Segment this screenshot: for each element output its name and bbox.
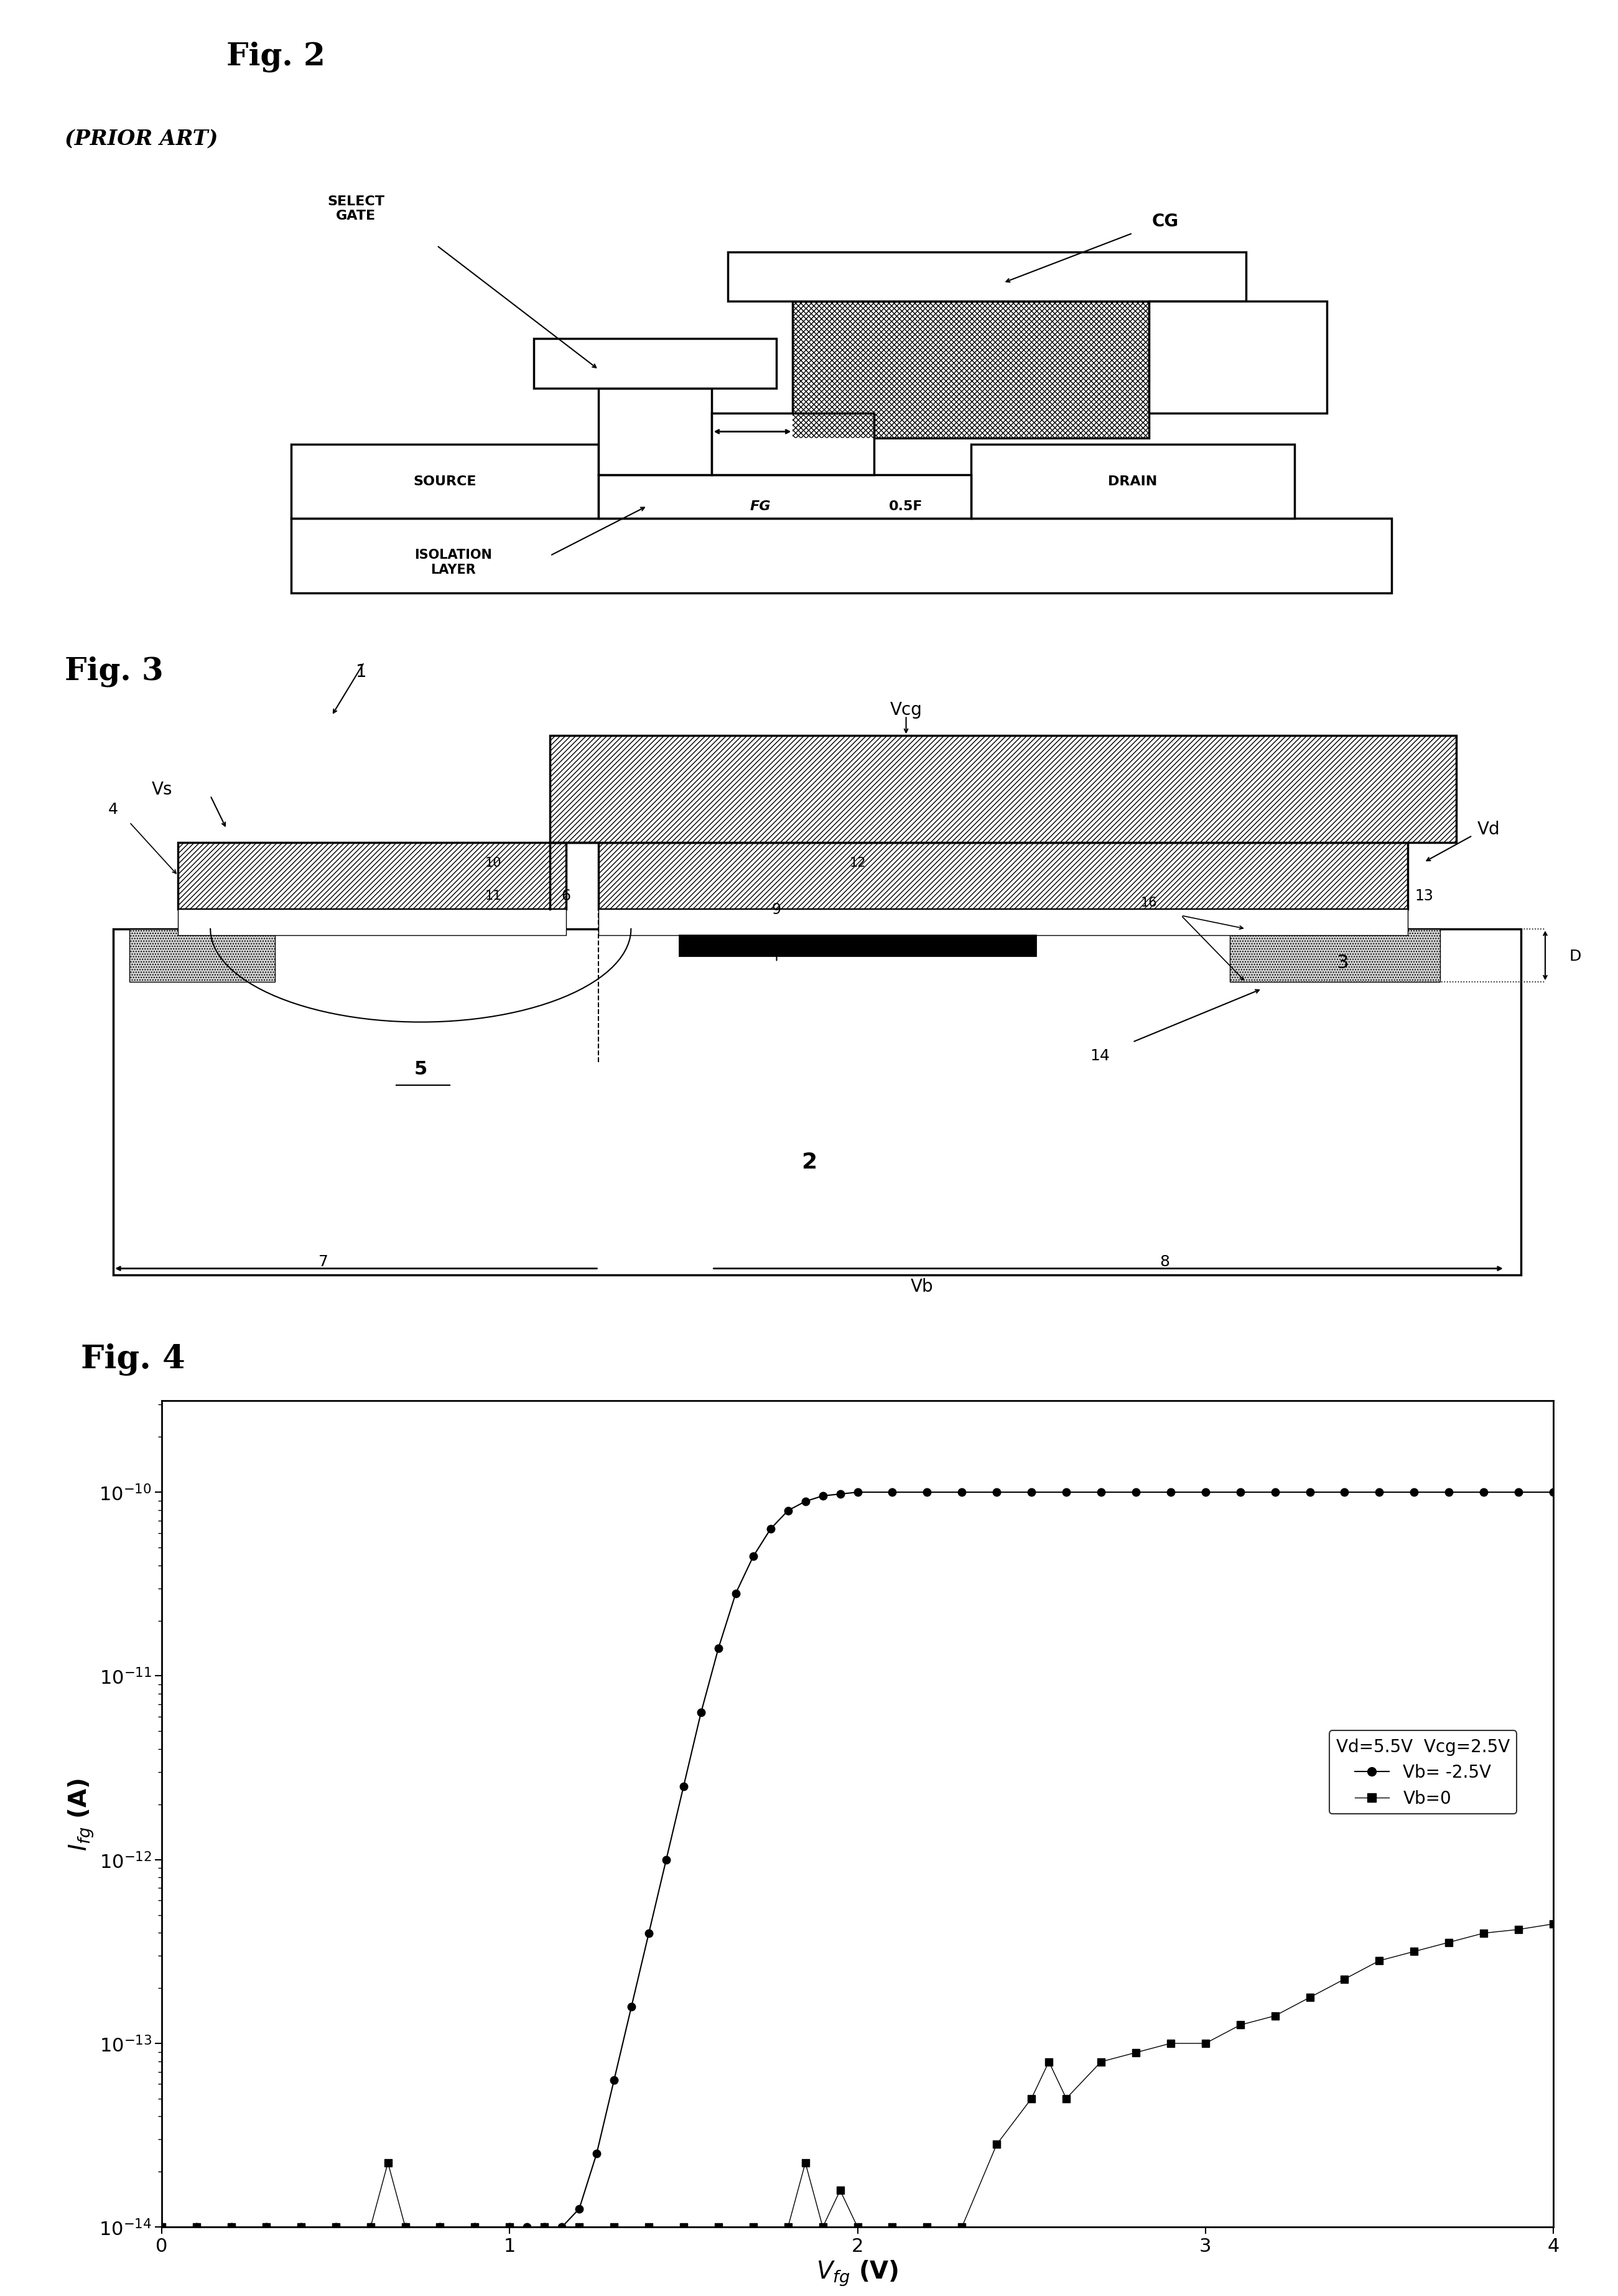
Bar [599, 843, 1408, 909]
Bar [178, 843, 566, 909]
Text: SOURCE: SOURCE [413, 475, 477, 489]
Bar [129, 930, 275, 983]
Y-axis label: $I_{fg}$ (A): $I_{fg}$ (A) [66, 1777, 95, 1851]
Text: SELECT
GATE: SELECT GATE [327, 195, 385, 223]
Text: D: D [1569, 948, 1581, 964]
Text: Vb: Vb [911, 1279, 934, 1295]
Bar [291, 445, 599, 519]
Legend: Vb= -2.5V, Vb=0: Vb= -2.5V, Vb=0 [1330, 1731, 1516, 1814]
Bar [793, 301, 1149, 439]
Text: 14: 14 [1091, 1049, 1110, 1063]
Text: 1: 1 [356, 664, 367, 680]
Bar [680, 937, 1036, 955]
Bar [113, 930, 1521, 1277]
Bar [178, 843, 566, 909]
Text: 13: 13 [1414, 889, 1434, 902]
Text: 9: 9 [772, 902, 781, 916]
Text: ISOLATION
LAYER: ISOLATION LAYER [414, 549, 492, 576]
Bar [728, 253, 1246, 301]
Text: (PRIOR ART): (PRIOR ART) [65, 129, 218, 149]
Text: Fig. 4: Fig. 4 [81, 1343, 184, 1375]
Text: FG: FG [751, 501, 770, 512]
Text: 7: 7 [319, 1254, 328, 1270]
Bar [599, 475, 971, 519]
Bar [599, 909, 1408, 937]
Bar [550, 737, 1456, 843]
Bar [1230, 930, 1440, 983]
Text: CG: CG [1152, 214, 1178, 230]
Bar [971, 445, 1294, 519]
Text: 2: 2 [801, 1153, 817, 1173]
Text: 4: 4 [108, 801, 118, 817]
Text: 5: 5 [414, 1061, 427, 1079]
Text: Vcg: Vcg [890, 700, 922, 719]
Text: Vd: Vd [1477, 820, 1500, 838]
Bar [129, 930, 275, 983]
Text: Vs: Vs [152, 781, 172, 799]
Text: 8: 8 [1160, 1254, 1170, 1270]
Text: 10: 10 [485, 856, 502, 868]
Text: Fig. 3: Fig. 3 [65, 657, 163, 687]
Bar [1149, 303, 1327, 413]
Text: 3: 3 [1336, 953, 1349, 971]
Text: 11: 11 [485, 889, 502, 902]
Bar [291, 519, 1391, 592]
Bar [1230, 930, 1440, 983]
Bar [550, 737, 1456, 843]
Text: 12: 12 [849, 856, 866, 868]
Bar [599, 388, 712, 475]
Text: Fig. 2: Fig. 2 [227, 41, 325, 73]
Bar [712, 413, 874, 475]
Bar [178, 909, 566, 937]
Bar [599, 843, 1408, 909]
Bar [534, 340, 777, 388]
X-axis label: $V_{fg}$ (V): $V_{fg}$ (V) [817, 2259, 898, 2287]
Bar [793, 301, 1149, 439]
Text: 0.5F: 0.5F [890, 501, 922, 512]
Text: 6: 6 [561, 889, 571, 902]
Text: DRAIN: DRAIN [1108, 475, 1157, 489]
Text: 16: 16 [1141, 895, 1157, 909]
